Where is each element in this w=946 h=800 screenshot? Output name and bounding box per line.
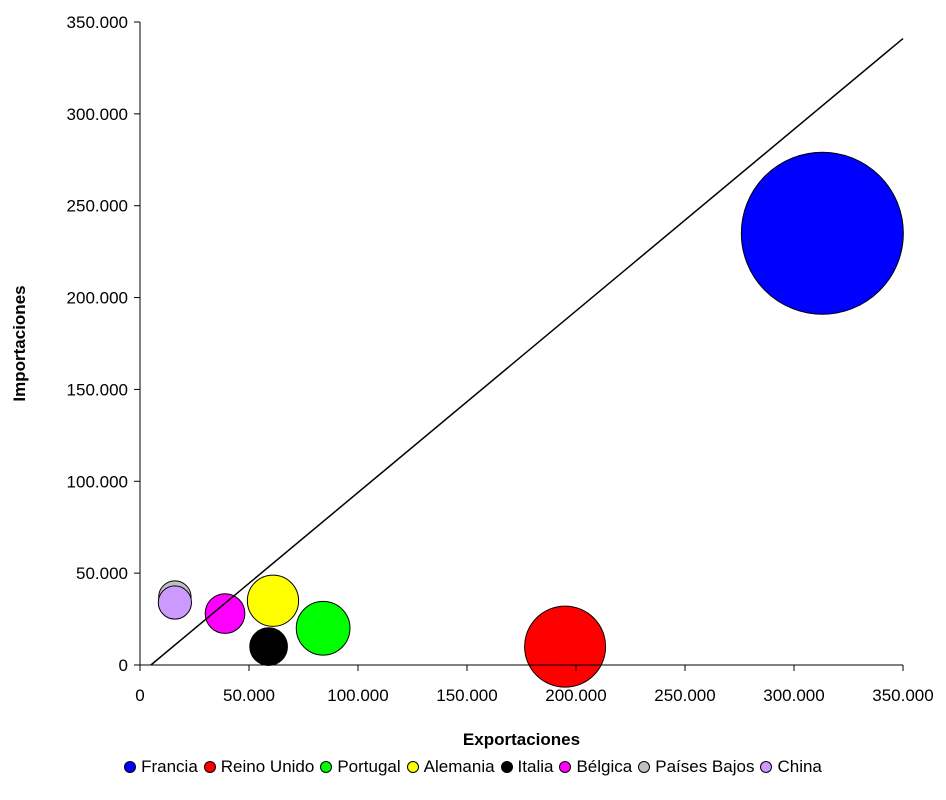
- legend-marker: [124, 761, 137, 773]
- y-tick-label: 300.000: [67, 105, 128, 124]
- x-axis-title: Exportaciones: [463, 730, 580, 749]
- x-tick-label: 250.000: [654, 686, 715, 705]
- legend-marker: [500, 761, 513, 773]
- bubbles-layer: [157, 151, 904, 688]
- legend-label: Portugal: [337, 757, 401, 776]
- legend-item-francia: Francia: [124, 757, 198, 777]
- bubble-italia: [249, 627, 288, 666]
- bubble-francia: [740, 151, 904, 315]
- y-tick-label: 150.000: [67, 380, 128, 399]
- y-axis-title: Importaciones: [10, 285, 29, 401]
- reference-line: [150, 37, 904, 666]
- legend-marker: [559, 761, 572, 773]
- legend-marker: [203, 761, 216, 773]
- x-axis-ticks: 0 50.000 100.000 150.000 200.000 250.000 300.0…: [135, 665, 934, 705]
- legend-marker: [406, 761, 419, 773]
- x-tick-label: 300.000: [763, 686, 824, 705]
- legend-label: Italia: [517, 757, 554, 776]
- legend-item-china: China: [760, 757, 822, 777]
- bubble-china: [157, 585, 192, 620]
- legend-marker: [760, 761, 773, 773]
- x-tick-label: 350.000: [872, 686, 933, 705]
- legend-item-belgica: Bélgica: [559, 757, 632, 777]
- y-tick-label: 0: [119, 656, 128, 675]
- legend-label: Países Bajos: [655, 757, 755, 776]
- legend-label: Francia: [141, 757, 198, 776]
- legend-item-reino-unido: Reino Unido: [203, 757, 315, 777]
- y-tick-label: 100.000: [67, 472, 128, 491]
- bubble-alemania: [246, 574, 300, 627]
- legend-label: Bélgica: [576, 757, 633, 776]
- axes: [139, 22, 903, 666]
- legend-label: Alemania: [423, 757, 495, 776]
- legend-marker: [320, 761, 333, 773]
- bubble-portugal: [295, 600, 351, 656]
- y-tick-label: 350.000: [67, 13, 128, 32]
- legend-item-paises-bajos: Países Bajos: [638, 757, 754, 777]
- bubble-reino-unido: [524, 605, 607, 688]
- legend-label: China: [777, 757, 822, 776]
- legend-item-alemania: Alemania: [406, 757, 495, 777]
- x-tick-label: 50.000: [223, 686, 275, 705]
- bubble-chart: 0 50.000 100.000 150.000 200.000 250.000 300.0…: [10, 13, 934, 749]
- legend-item-portugal: Portugal: [320, 757, 401, 777]
- x-tick-label: 150.000: [436, 686, 497, 705]
- legend-marker: [638, 761, 651, 773]
- legend-label: Reino Unido: [220, 757, 315, 776]
- x-tick-label: 200.000: [545, 686, 606, 705]
- y-tick-label: 50.000: [76, 564, 128, 583]
- x-tick-label: 0: [135, 686, 144, 705]
- x-tick-label: 100.000: [327, 686, 388, 705]
- legend-item-italia: Italia: [500, 757, 554, 777]
- chart-legend: Francia Reino Unido Portugal Alemania Italia…: [0, 752, 946, 782]
- y-axis-ticks: 0 50.000 100.000 150.000 200.000 250.000 300.0…: [67, 13, 140, 675]
- y-tick-label: 200.000: [67, 289, 128, 308]
- y-tick-label: 250.000: [67, 197, 128, 216]
- bubble-belgica: [204, 593, 246, 634]
